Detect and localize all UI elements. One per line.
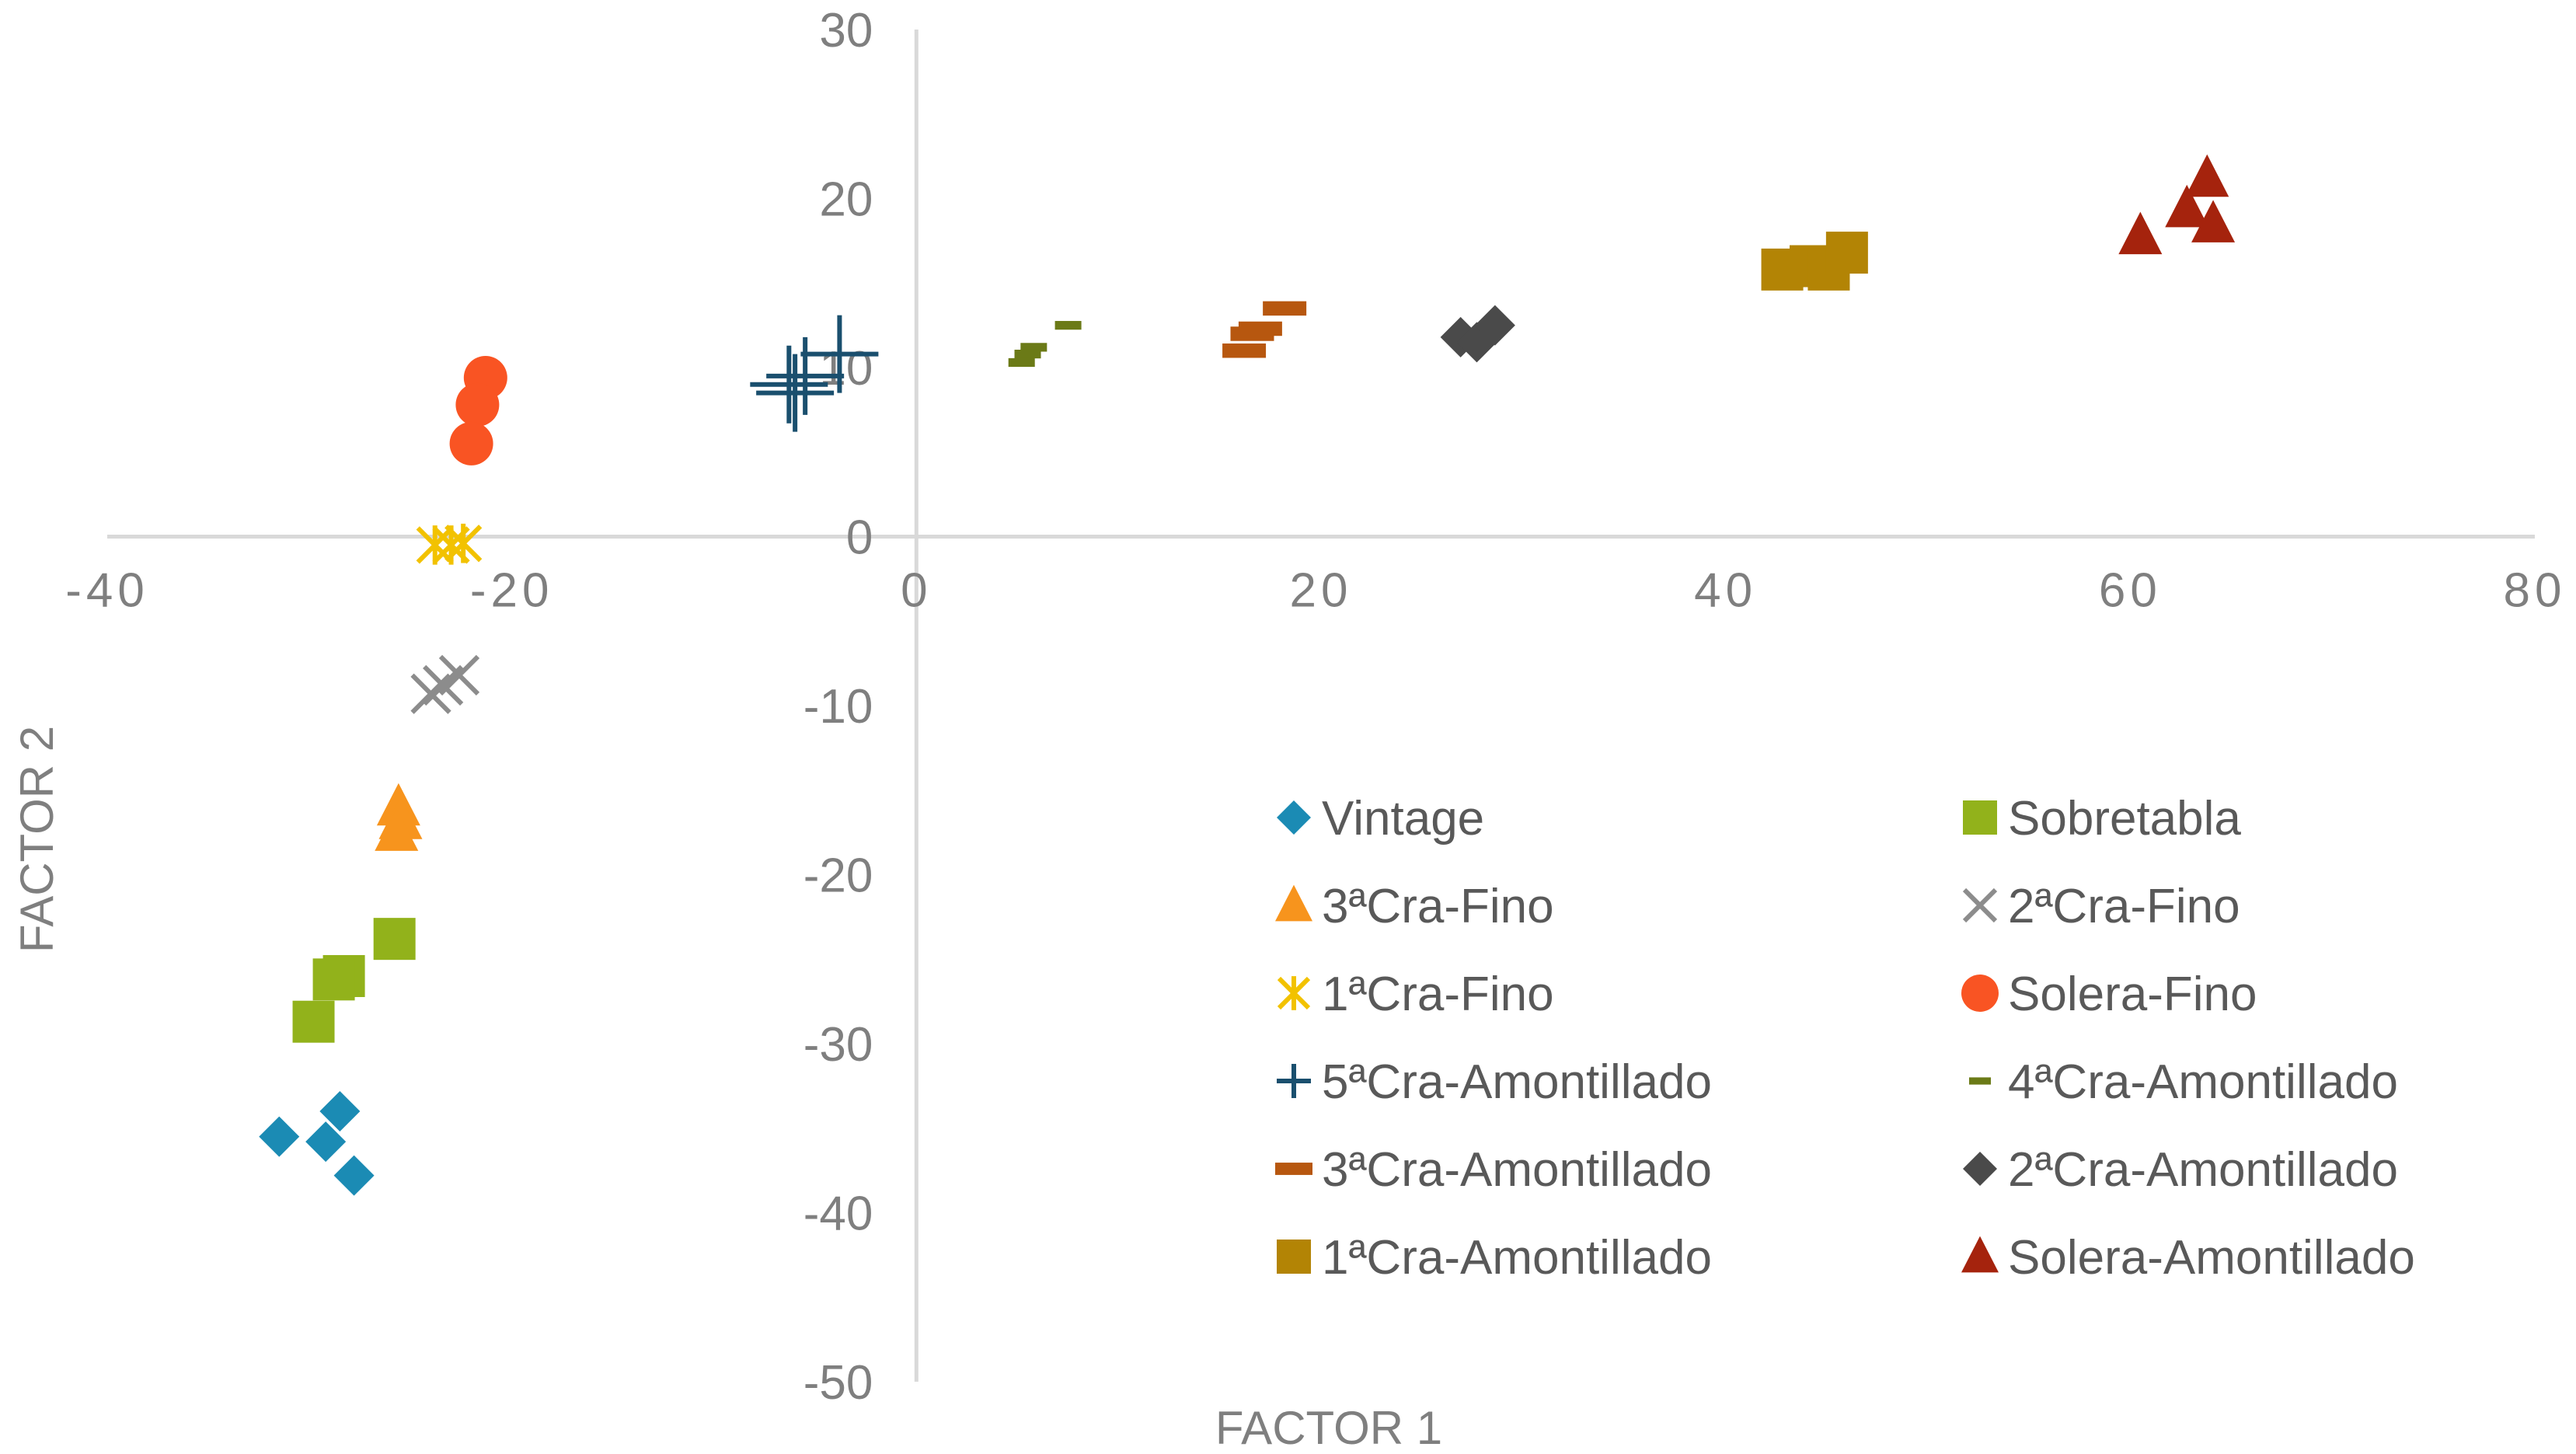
y-tick-label: -20 — [803, 849, 873, 903]
data-point — [333, 1155, 375, 1196]
data-point — [1008, 357, 1035, 368]
legend-marker — [1969, 1077, 1991, 1085]
data-point — [1230, 326, 1274, 341]
x-tick-label: 0 — [901, 564, 932, 618]
legend-marker — [1277, 1064, 1311, 1098]
y-tick-label: 10 — [819, 342, 873, 396]
legend-marker — [1277, 976, 1311, 1010]
data-point — [1222, 343, 1267, 358]
legend-marker — [1961, 975, 1999, 1012]
data-point — [292, 1000, 335, 1043]
data-point — [444, 523, 483, 563]
y-tick-label: -40 — [803, 1187, 873, 1241]
data-point — [455, 382, 500, 427]
y-tick-label: 30 — [819, 4, 873, 58]
data-point — [319, 1091, 361, 1131]
data-point — [2191, 200, 2236, 242]
data-point — [259, 1116, 300, 1157]
data-point — [2165, 184, 2209, 228]
legend: Vintage Sobretabla 3ªCra-Fino 2ªCra-Fino 1ªC… — [1275, 792, 2415, 1285]
y-axis-title: FACTOR 2 — [11, 726, 63, 953]
legend-label: Solera-Fino — [2008, 968, 2257, 1021]
legend-label: 2ªCra-Amontillado — [2008, 1143, 2398, 1197]
axes — [107, 30, 2535, 1382]
data-point — [1020, 343, 1047, 352]
data-point — [1054, 321, 1082, 330]
legend-label: 4ªCra-Amontillado — [2008, 1055, 2398, 1109]
legend-label: 1ªCra-Amontillado — [1322, 1231, 1712, 1285]
legend-marker — [1962, 887, 1998, 923]
data-point — [449, 421, 493, 465]
data-point — [800, 315, 879, 393]
legend-marker — [1963, 1152, 1997, 1186]
data-point — [2118, 211, 2163, 255]
data-point — [375, 808, 419, 851]
legend-label: Sobretabla — [2008, 792, 2241, 846]
legend-marker — [1963, 800, 1997, 835]
data-points — [259, 154, 2236, 1196]
data-point — [410, 673, 451, 714]
y-tick-label: 20 — [819, 173, 873, 227]
legend-marker — [1277, 1240, 1311, 1274]
legend-marker — [1277, 800, 1311, 835]
x-tick-label: -40 — [65, 564, 149, 618]
y-tick-labels: 30 20 10 0 -10 -20 -30 -40 -50 — [803, 4, 873, 1410]
x-tick-label: 40 — [1694, 564, 1757, 618]
x-tick-label: 60 — [2099, 564, 2162, 618]
x-axis-title: FACTOR 1 — [1215, 1402, 1442, 1454]
y-tick-label: -10 — [803, 680, 873, 734]
x-tick-label: 20 — [1290, 564, 1353, 618]
data-point — [305, 1121, 347, 1163]
data-point — [766, 336, 845, 415]
data-point — [423, 664, 464, 706]
y-tick-label: 0 — [846, 511, 873, 565]
legend-label: 1ªCra-Fino — [1322, 968, 1554, 1021]
y-tick-label: -30 — [803, 1018, 873, 1072]
legend-label: 2ªCra-Fino — [2008, 880, 2240, 933]
x-tick-labels: -40 -20 0 20 40 60 80 — [65, 564, 2567, 618]
data-point — [312, 958, 355, 1001]
data-point — [1014, 349, 1041, 359]
data-point — [1474, 305, 1515, 346]
legend-marker — [1961, 1236, 1999, 1273]
legend-label: 3ªCra-Amontillado — [1322, 1143, 1712, 1197]
data-point — [756, 354, 835, 432]
data-point — [1263, 301, 1307, 316]
x-tick-label: -20 — [470, 564, 554, 618]
legend-label: Solera-Amontillado — [2008, 1231, 2415, 1285]
legend-marker — [1275, 1163, 1312, 1175]
data-point — [750, 345, 828, 424]
data-point — [1825, 232, 1868, 274]
x-tick-label: 80 — [2504, 564, 2567, 618]
legend-label: 3ªCra-Fino — [1322, 880, 1554, 933]
legend-label: Vintage — [1322, 792, 1484, 846]
data-point — [373, 918, 416, 961]
y-tick-label: -50 — [803, 1356, 873, 1410]
legend-marker — [1275, 884, 1312, 922]
legend-label: 5ªCra-Amontillado — [1322, 1055, 1712, 1109]
data-point — [2185, 154, 2229, 197]
